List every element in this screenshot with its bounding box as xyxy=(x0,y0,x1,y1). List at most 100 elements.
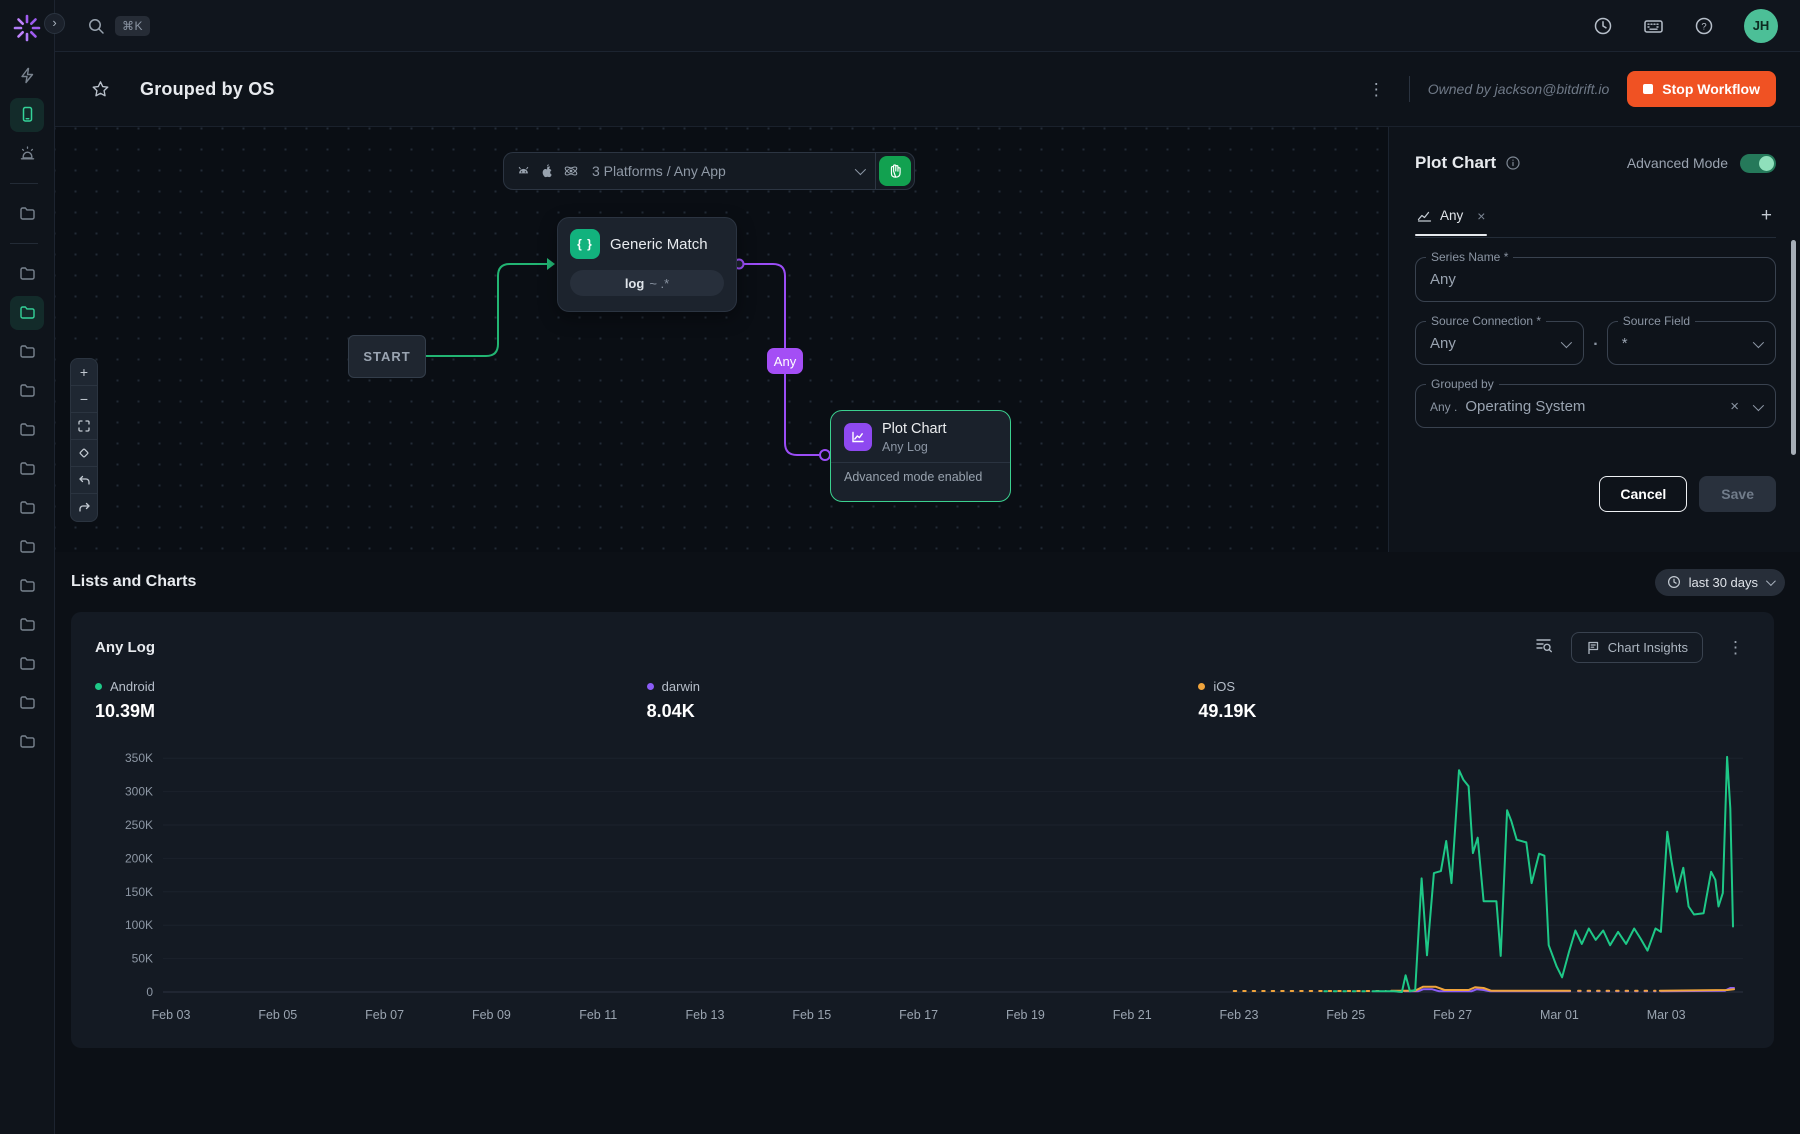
grouped-by-label: Grouped by xyxy=(1426,377,1499,391)
header-divider xyxy=(1408,76,1410,102)
add-series-button[interactable]: + xyxy=(1760,205,1772,226)
generic-match-title: Generic Match xyxy=(610,235,708,253)
panel-title: Plot Chart xyxy=(1415,153,1497,172)
workflow-canvas[interactable]: 3 Platforms / Any App START + − xyxy=(55,127,1388,552)
svg-text:Feb 05: Feb 05 xyxy=(258,1008,297,1022)
sidebar-expand-button[interactable]: › xyxy=(44,13,65,34)
chart-insights-button[interactable]: Chart Insights xyxy=(1570,632,1703,663)
svg-text:Feb 21: Feb 21 xyxy=(1113,1008,1152,1022)
tab-close-button[interactable]: × xyxy=(1477,207,1486,224)
panel-scrollbar[interactable] xyxy=(1791,240,1796,455)
series-name-label: Series Name * xyxy=(1426,250,1514,264)
android-icon xyxy=(518,166,529,173)
sidebar-item-folder[interactable] xyxy=(10,566,44,605)
search-shortcut-badge: ⌘K xyxy=(115,15,151,36)
folder-icon xyxy=(19,657,35,670)
fit-view-button[interactable] xyxy=(71,413,97,440)
folder-icon xyxy=(19,618,35,631)
source-field-select[interactable]: Source Field * xyxy=(1606,314,1777,365)
top-bar: ⌘K ? JH xyxy=(55,0,1800,52)
svg-text:Feb 13: Feb 13 xyxy=(686,1008,725,1022)
svg-text:0: 0 xyxy=(146,985,153,999)
global-search[interactable]: ⌘K xyxy=(87,15,151,36)
sidebar-item-folder[interactable] xyxy=(10,683,44,722)
svg-text:Feb 15: Feb 15 xyxy=(792,1008,831,1022)
series-tab-any[interactable]: Any × xyxy=(1415,207,1501,236)
chevron-down-icon xyxy=(1561,336,1573,348)
plot-node-subtitle: Any Log xyxy=(882,439,928,454)
time-range-label: last 30 days xyxy=(1688,574,1758,590)
clock-icon xyxy=(1594,17,1612,34)
legend-dot-ios xyxy=(1198,683,1206,690)
legend-value-android: 10.39M xyxy=(95,701,156,721)
sidebar-item-folder[interactable] xyxy=(10,293,44,332)
interactive-mode-button[interactable] xyxy=(879,156,911,186)
sidebar-item-folder[interactable] xyxy=(10,254,44,293)
sidebar-items xyxy=(10,56,44,761)
view-logs-button[interactable] xyxy=(1535,637,1553,658)
sidebar-item-folder[interactable] xyxy=(10,371,44,410)
sidebar-item-smartphone[interactable] xyxy=(10,95,44,134)
generic-match-node[interactable]: { } Generic Match log ~ .* xyxy=(557,217,737,312)
grouped-by-prefix: Any . xyxy=(1430,399,1458,414)
timeseries-chart[interactable]: 0 50K 100K 150K 200K 250K 300K 350K Feb 03 Feb 05… xyxy=(91,740,1751,1036)
undo-button[interactable] xyxy=(71,467,97,494)
legend-item-ios[interactable]: iOS 49.19K xyxy=(1198,679,1750,722)
zoom-out-button[interactable]: − xyxy=(71,386,97,413)
auto-layout-button[interactable] xyxy=(71,440,97,467)
recent-activity-button[interactable] xyxy=(1593,16,1613,36)
stop-workflow-button[interactable]: Stop Workflow xyxy=(1627,71,1776,107)
sidebar-rail xyxy=(0,0,55,1134)
sidebar-item-folder[interactable] xyxy=(10,488,44,527)
help-icon: ? xyxy=(1695,17,1713,34)
time-range-selector[interactable]: last 30 days xyxy=(1654,568,1785,596)
edge-label-any[interactable]: Any xyxy=(767,348,803,374)
cancel-button[interactable]: Cancel xyxy=(1599,476,1688,512)
sidebar-item-folder[interactable] xyxy=(10,527,44,566)
platform-selector[interactable]: 3 Platforms / Any App xyxy=(503,152,915,190)
legend-item-darwin[interactable]: darwin 8.04K xyxy=(646,679,1199,722)
sidebar-item-folder[interactable] xyxy=(10,644,44,683)
favorite-star-button[interactable] xyxy=(91,80,110,99)
series-name-field[interactable]: Series Name * xyxy=(1415,250,1776,302)
chart-card: Any Log Chart Insights ⋮ xyxy=(71,612,1774,1048)
redo-button[interactable] xyxy=(71,494,97,521)
canvas-zoom-controls: + − xyxy=(70,358,98,522)
folder-icon xyxy=(19,423,35,436)
help-button[interactable]: ? xyxy=(1694,16,1714,36)
chevron-down-icon xyxy=(854,163,867,176)
sidebar-item-folder[interactable] xyxy=(10,722,44,761)
sidebar-item-folder[interactable] xyxy=(10,194,44,233)
match-rule-pill[interactable]: log ~ .* xyxy=(570,270,724,296)
svg-text:?: ? xyxy=(1701,21,1706,32)
folder-icon xyxy=(19,540,35,553)
svg-text:Feb 09: Feb 09 xyxy=(472,1008,511,1022)
sidebar-item-zap[interactable] xyxy=(10,56,44,95)
chevron-down-icon xyxy=(1765,575,1776,586)
sidebar-item-alarm[interactable] xyxy=(10,134,44,173)
platform-selector-main[interactable]: 3 Platforms / Any App xyxy=(504,153,875,189)
legend-item-android[interactable]: Android 10.39M xyxy=(95,679,647,722)
node-divider xyxy=(831,461,1010,463)
chart-menu-button[interactable]: ⋮ xyxy=(1727,638,1744,657)
series-name-input[interactable] xyxy=(1430,271,1761,288)
braces-icon: { } xyxy=(570,229,600,259)
zoom-in-button[interactable]: + xyxy=(71,359,97,386)
keyboard-shortcuts-button[interactable] xyxy=(1643,16,1664,36)
sidebar-item-folder[interactable] xyxy=(10,332,44,371)
user-avatar[interactable]: JH xyxy=(1744,8,1778,43)
sidebar-item-folder[interactable] xyxy=(10,410,44,449)
section-title: Lists and Charts xyxy=(71,573,197,590)
sidebar-item-folder[interactable] xyxy=(10,605,44,644)
advanced-mode-toggle[interactable] xyxy=(1740,153,1776,173)
clear-grouped-by-button[interactable]: × xyxy=(1730,398,1739,415)
grouped-by-select[interactable]: Grouped by Any . Operating System × xyxy=(1415,377,1776,428)
start-node[interactable]: START xyxy=(348,335,426,378)
source-connection-select[interactable]: Source Connection * Any xyxy=(1415,314,1585,365)
workflow-menu-button[interactable]: ⋮ xyxy=(1367,79,1385,99)
plot-chart-node[interactable]: Plot Chart Any Log Advanced mode enabled xyxy=(830,410,1011,502)
info-icon[interactable] xyxy=(1506,156,1520,170)
save-button[interactable]: Save xyxy=(1699,476,1776,512)
sidebar-item-folder[interactable] xyxy=(10,449,44,488)
redo-icon xyxy=(78,502,90,512)
